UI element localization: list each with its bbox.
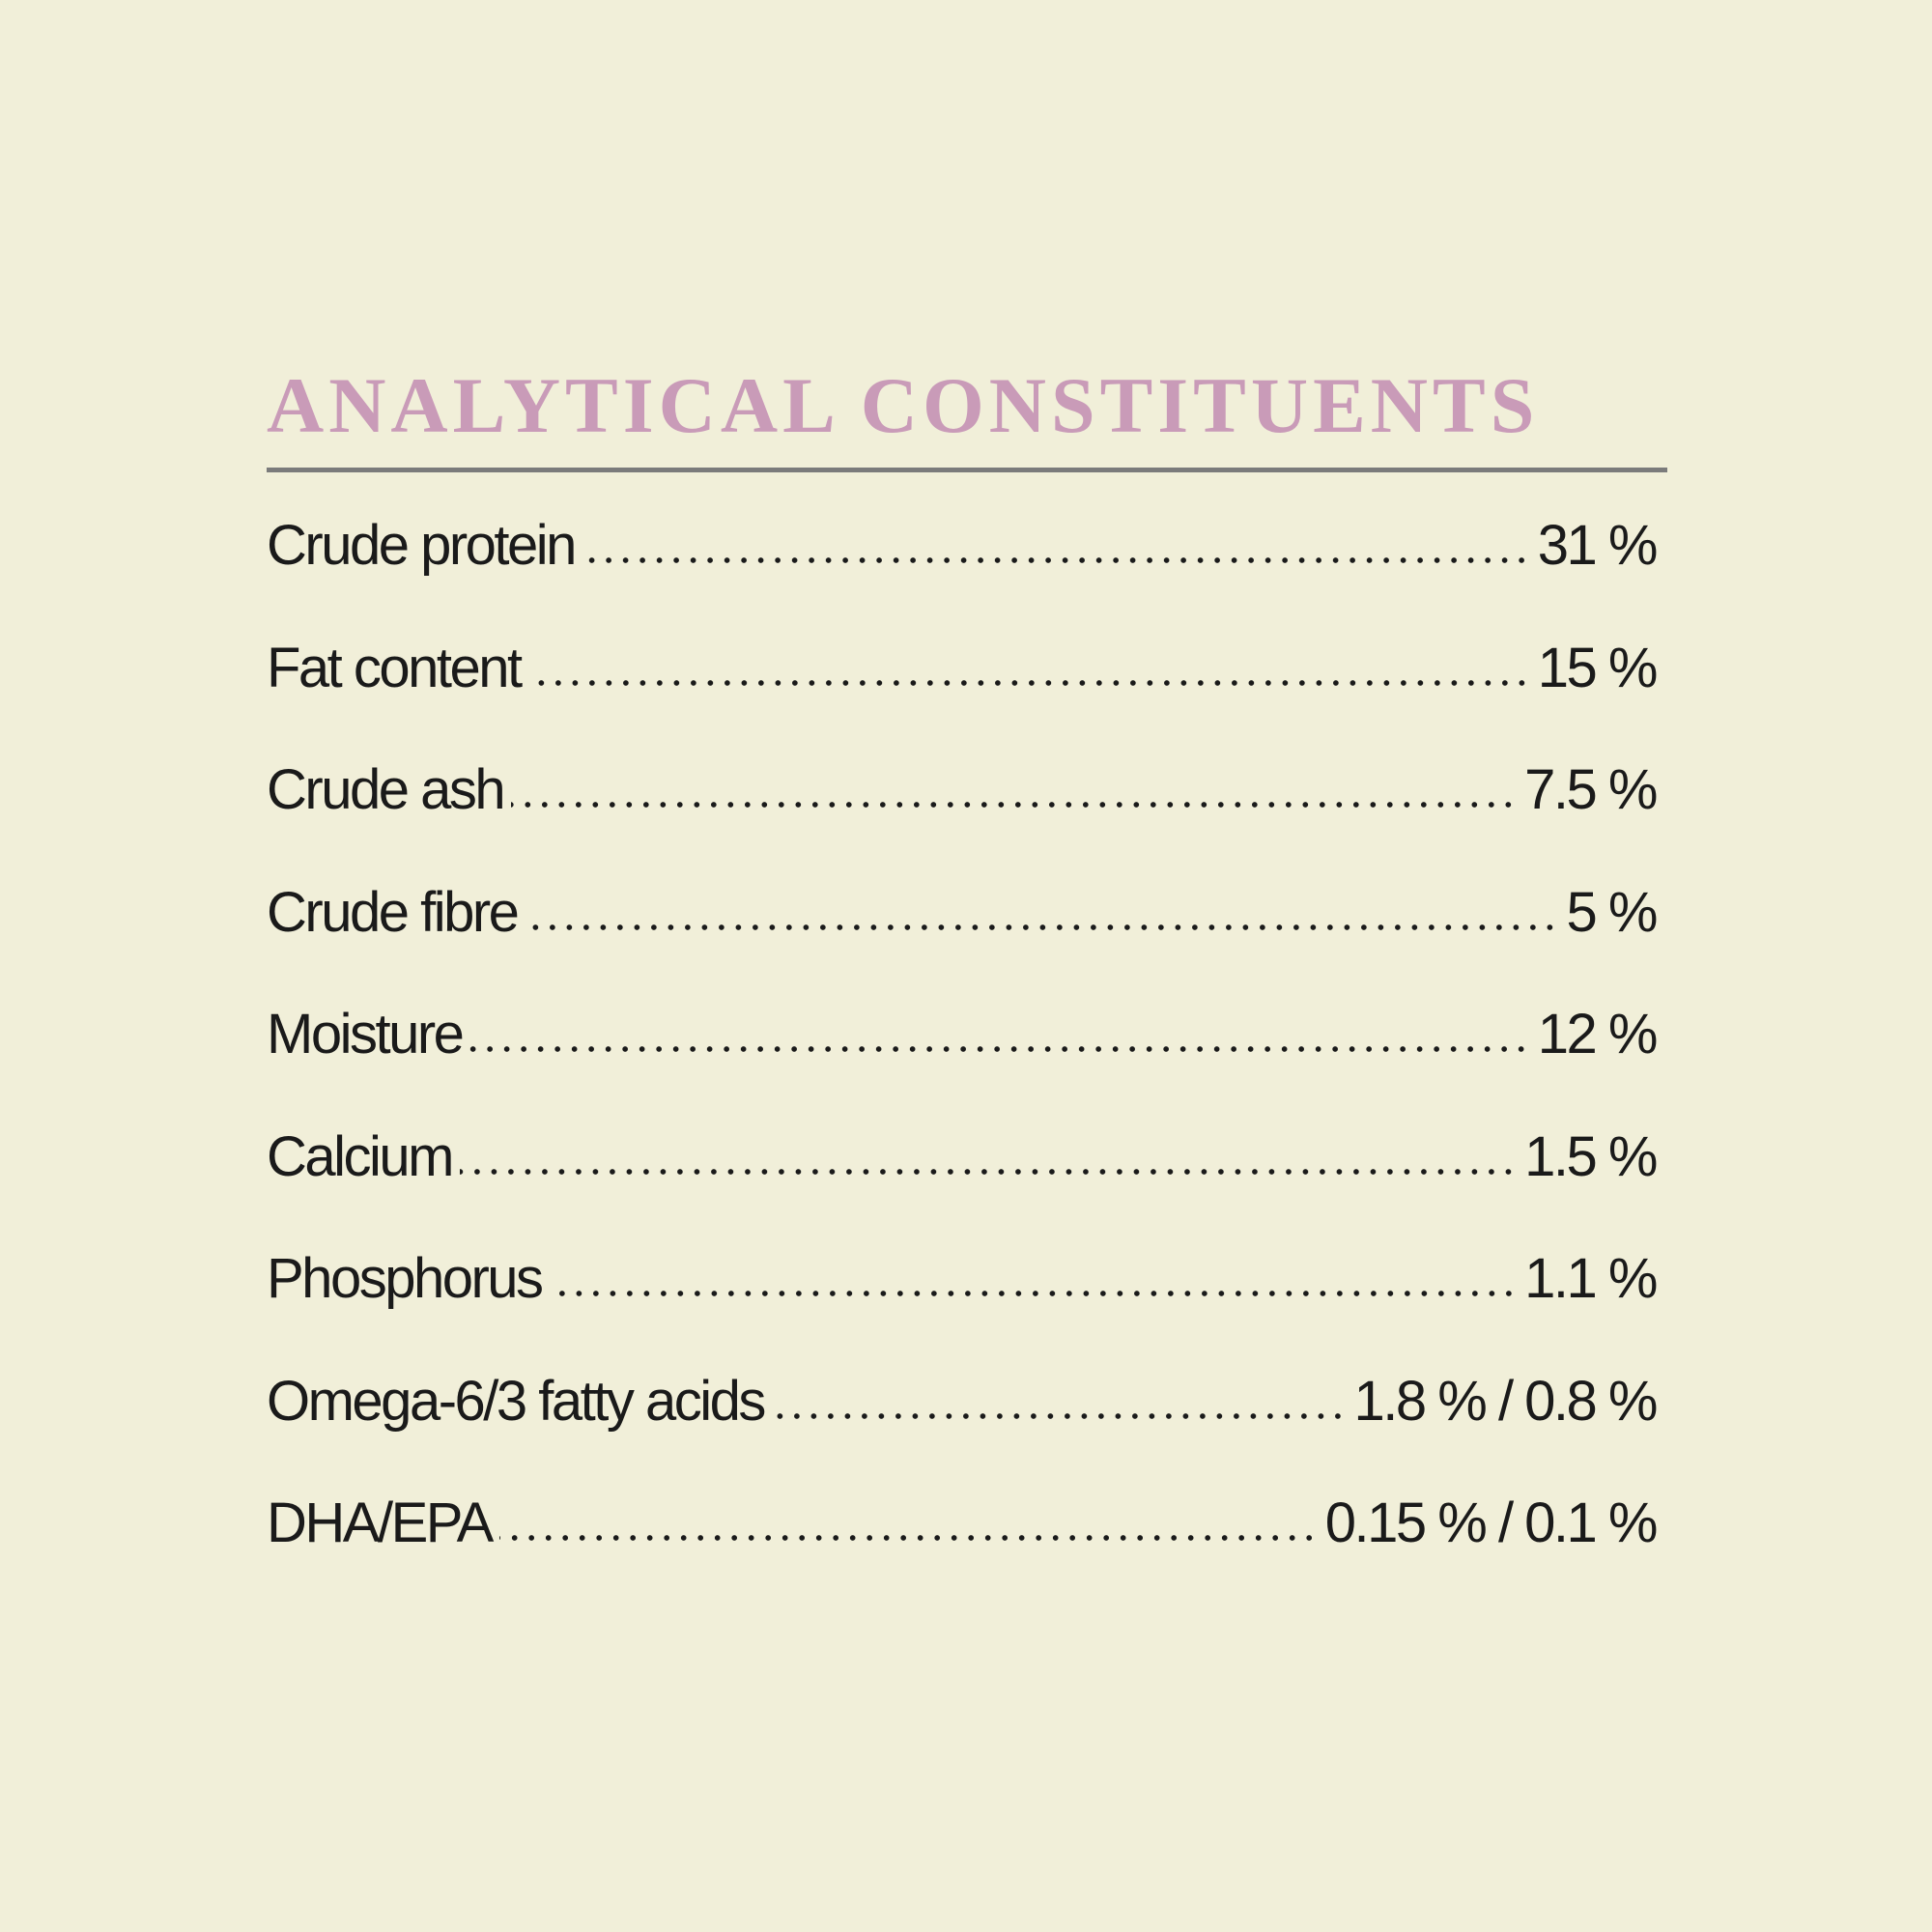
row: Moisture 12 %: [267, 996, 1665, 1119]
row-value: 1.5 %: [1524, 1124, 1658, 1188]
dot-leader: [511, 801, 1518, 809]
dot-leader: [460, 1167, 1518, 1176]
row: Crude ash 7.5 %: [267, 752, 1665, 874]
row-value: 1.1 %: [1524, 1247, 1658, 1310]
dot-leader: [582, 556, 1530, 564]
dot-leader: [771, 1411, 1347, 1420]
row-label: DHA/EPA: [267, 1492, 494, 1554]
row-label: Crude protein: [267, 514, 577, 577]
row: Fat content 15 %: [267, 630, 1665, 753]
row-label: Phosphorus: [267, 1247, 544, 1310]
row: Calcium 1.5 %: [267, 1119, 1665, 1241]
row-value: 12 %: [1537, 1003, 1659, 1065]
row: Crude fibre 5 %: [267, 874, 1665, 997]
row: Phosphorus 1.1 %: [267, 1240, 1665, 1363]
row-label: Moisture: [267, 1003, 465, 1065]
row-value: 7.5 %: [1524, 758, 1658, 821]
dot-leader: [549, 1290, 1518, 1297]
dot-leader: [527, 678, 1530, 687]
row-label: Crude ash: [267, 758, 506, 821]
row-value: 31 %: [1537, 514, 1659, 577]
row-label: Crude fibre: [267, 880, 520, 944]
divider: [267, 468, 1667, 472]
row: DHA/EPA 0.15 % / 0.1 %: [267, 1485, 1665, 1607]
title: ANALYTICAL CONSTITUENTS: [267, 361, 1540, 449]
dot-leader: [498, 1534, 1318, 1542]
row-label: Omega-6/3 fatty acids: [267, 1369, 766, 1433]
row: Crude protein 31 %: [267, 507, 1665, 630]
constituents-panel: ANALYTICAL CONSTITUENTS Crude protein 31 …: [267, 357, 1667, 1607]
dot-leader: [525, 923, 1559, 931]
dot-leader: [469, 1045, 1530, 1053]
row: Omega-6/3 fatty acids 1.8 % / 0.8 %: [267, 1363, 1665, 1486]
row-label: Fat content: [267, 636, 523, 699]
row-value: 15 %: [1537, 636, 1659, 699]
row-value: 5 %: [1566, 880, 1659, 944]
row-label: Calcium: [267, 1124, 455, 1188]
row-value: 0.15 % / 0.1 %: [1324, 1492, 1659, 1554]
row-value: 1.8 % / 0.8 %: [1353, 1369, 1659, 1433]
rows: Crude protein 31 % Fat content 15 % Crude as…: [267, 507, 1665, 1607]
